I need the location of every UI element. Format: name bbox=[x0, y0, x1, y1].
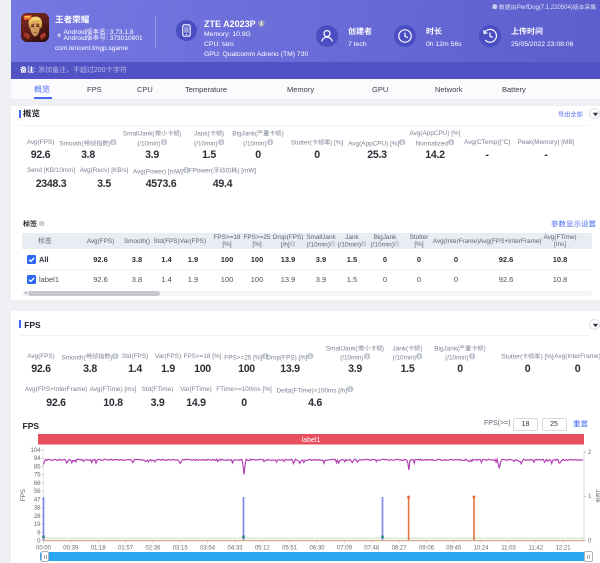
svg-text:00:39: 00:39 bbox=[63, 546, 79, 552]
svg-text:05:51: 05:51 bbox=[282, 546, 298, 552]
svg-text:09:45: 09:45 bbox=[446, 546, 462, 552]
svg-text:19: 19 bbox=[34, 522, 41, 528]
svg-text:85: 85 bbox=[34, 465, 41, 471]
svg-text:47: 47 bbox=[34, 497, 41, 503]
svg-text:09:06: 09:06 bbox=[419, 546, 435, 552]
svg-text:07:09: 07:09 bbox=[337, 546, 353, 552]
svg-text:0: 0 bbox=[37, 539, 41, 545]
svg-text:56: 56 bbox=[34, 489, 41, 495]
svg-text:11:42: 11:42 bbox=[529, 546, 544, 552]
svg-text:03:54: 03:54 bbox=[200, 546, 216, 552]
svg-text:01:57: 01:57 bbox=[118, 546, 134, 552]
svg-text:05:12: 05:12 bbox=[255, 546, 271, 552]
svg-text:38: 38 bbox=[34, 506, 41, 512]
svg-text:0: 0 bbox=[588, 539, 592, 545]
svg-text:12:21: 12:21 bbox=[556, 546, 572, 552]
svg-text:11:03: 11:03 bbox=[501, 546, 516, 552]
svg-text:66: 66 bbox=[34, 481, 41, 487]
svg-text:10:24: 10:24 bbox=[474, 546, 490, 552]
svg-text:94: 94 bbox=[34, 456, 41, 462]
svg-text:FPS: FPS bbox=[20, 489, 27, 501]
svg-text:Jank: Jank bbox=[594, 489, 600, 503]
svg-text:04:33: 04:33 bbox=[227, 546, 243, 552]
svg-text:28: 28 bbox=[34, 514, 41, 520]
svg-text:08:27: 08:27 bbox=[392, 546, 408, 552]
svg-text:01:18: 01:18 bbox=[91, 546, 107, 552]
svg-text:00:00: 00:00 bbox=[36, 546, 52, 552]
svg-text:07:48: 07:48 bbox=[364, 546, 380, 552]
svg-text:03:15: 03:15 bbox=[173, 546, 189, 552]
svg-text:75: 75 bbox=[34, 473, 41, 479]
svg-text:1: 1 bbox=[588, 494, 592, 500]
svg-text:9: 9 bbox=[37, 530, 41, 536]
svg-text:label1: label1 bbox=[302, 437, 321, 444]
svg-text:02:36: 02:36 bbox=[145, 546, 161, 552]
svg-text:104: 104 bbox=[30, 448, 41, 454]
svg-text:2: 2 bbox=[588, 450, 592, 456]
svg-text:06:30: 06:30 bbox=[309, 546, 325, 552]
